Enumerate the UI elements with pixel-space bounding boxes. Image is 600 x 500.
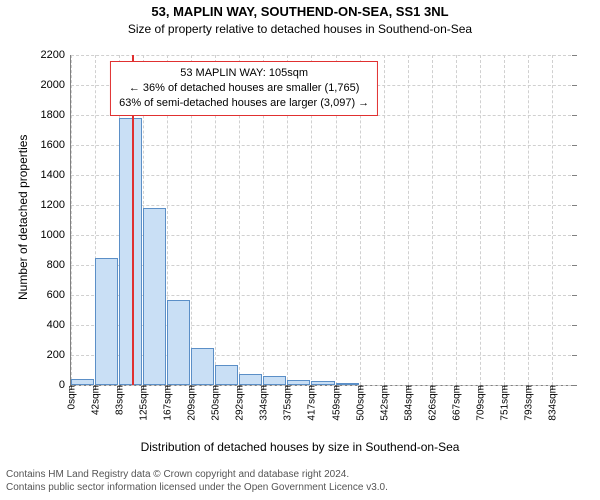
xtick-label: 751sqm (497, 385, 510, 421)
xtick-label: 375sqm (281, 385, 294, 421)
gridline-v (432, 55, 433, 385)
ytick-mark (572, 235, 577, 236)
xtick-label: 83sqm (113, 385, 126, 415)
gridline-h (71, 175, 576, 176)
gridline-h (71, 205, 576, 206)
xtick-label: 459sqm (329, 385, 342, 421)
xtick-label: 542sqm (377, 385, 390, 421)
gridline-h (71, 55, 576, 56)
ytick-mark (572, 205, 577, 206)
xtick-label: 250sqm (209, 385, 222, 421)
ytick-label: 800 (47, 259, 71, 271)
ytick-label: 2200 (41, 49, 71, 61)
histogram-bar (71, 379, 94, 385)
xtick-label: 292sqm (233, 385, 246, 421)
gridline-v (480, 55, 481, 385)
histogram-bar (336, 383, 359, 385)
xtick-label: 334sqm (257, 385, 270, 421)
xtick-label: 626sqm (425, 385, 438, 421)
xtick-label: 125sqm (137, 385, 150, 421)
ytick-label: 1200 (41, 199, 71, 211)
xtick-label: 667sqm (449, 385, 462, 421)
ytick-label: 400 (47, 319, 71, 331)
histogram-bar (143, 208, 166, 385)
ytick-mark (572, 355, 577, 356)
ytick-label: 1600 (41, 139, 71, 151)
histogram-bar (191, 348, 214, 386)
ytick-label: 200 (47, 349, 71, 361)
xtick-label: 167sqm (161, 385, 174, 421)
chart-subtitle: Size of property relative to detached ho… (0, 22, 600, 36)
ytick-mark (572, 295, 577, 296)
gridline-v (384, 55, 385, 385)
histogram-bar (311, 381, 334, 386)
xtick-label: 417sqm (305, 385, 318, 421)
xtick-label: 793sqm (521, 385, 534, 421)
histogram-bar (239, 374, 262, 385)
gridline-v (71, 55, 72, 385)
x-axis-label: Distribution of detached houses by size … (0, 440, 600, 454)
ytick-label: 1400 (41, 169, 71, 181)
xtick-label: 584sqm (401, 385, 414, 421)
annotation-line: 63% of semi-detached houses are larger (… (119, 96, 369, 111)
plot-area: 0200400600800100012001400160018002000220… (70, 55, 576, 386)
xtick-label: 0sqm (65, 385, 78, 409)
histogram-bar (287, 380, 310, 385)
footer-line-1: Contains HM Land Registry data © Crown c… (6, 468, 594, 481)
gridline-h (71, 145, 576, 146)
ytick-mark (572, 55, 577, 56)
xtick-label: 834sqm (545, 385, 558, 421)
ytick-mark (572, 145, 577, 146)
ytick-label: 2000 (41, 79, 71, 91)
y-axis-label: Number of detached properties (16, 135, 30, 300)
chart-title: 53, MAPLIN WAY, SOUTHEND-ON-SEA, SS1 3NL (0, 4, 600, 19)
ytick-label: 1800 (41, 109, 71, 121)
xtick-label: 709sqm (473, 385, 486, 421)
ytick-mark (572, 175, 577, 176)
histogram-bar (215, 365, 238, 385)
ytick-mark (572, 85, 577, 86)
histogram-bar (263, 376, 286, 385)
annotation-box: 53 MAPLIN WAY: 105sqm← 36% of detached h… (110, 61, 378, 116)
ytick-label: 1000 (41, 229, 71, 241)
footer-attribution: Contains HM Land Registry data © Crown c… (0, 464, 600, 498)
footer-line-2: Contains public sector information licen… (6, 481, 594, 494)
ytick-label: 600 (47, 289, 71, 301)
ytick-mark (572, 115, 577, 116)
annotation-line: 53 MAPLIN WAY: 105sqm (119, 66, 369, 81)
ytick-mark (572, 325, 577, 326)
annotation-line: ← 36% of detached houses are smaller (1,… (119, 81, 369, 96)
ytick-mark (572, 385, 577, 386)
xtick-label: 42sqm (89, 385, 102, 415)
gridline-v (528, 55, 529, 385)
xtick-label: 209sqm (185, 385, 198, 421)
gridline-v (552, 55, 553, 385)
ytick-mark (572, 265, 577, 266)
gridline-v (456, 55, 457, 385)
histogram-bar (95, 258, 118, 386)
histogram-bar (167, 300, 190, 386)
gridline-v (408, 55, 409, 385)
gridline-v (504, 55, 505, 385)
xtick-label: 500sqm (353, 385, 366, 421)
